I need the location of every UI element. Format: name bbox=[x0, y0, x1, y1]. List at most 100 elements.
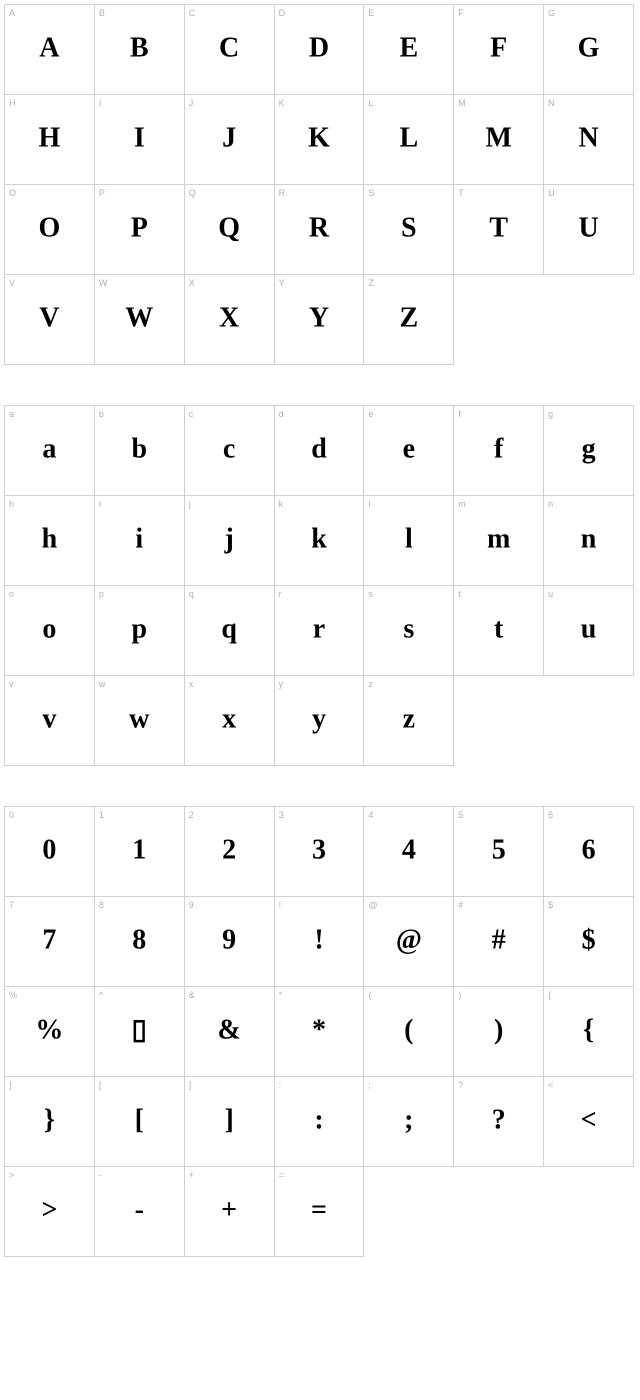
glyph-cell[interactable]: ^▯ bbox=[95, 987, 185, 1077]
glyph-character: N bbox=[578, 124, 598, 152]
glyph-cell[interactable]: hh bbox=[5, 496, 95, 586]
glyph-cell[interactable]: FF bbox=[454, 5, 544, 95]
glyph-cell[interactable]: pp bbox=[95, 586, 185, 676]
glyph-cell[interactable]: 55 bbox=[454, 807, 544, 897]
glyph-cell[interactable]: CC bbox=[185, 5, 275, 95]
glyph-cell[interactable]: bb bbox=[95, 406, 185, 496]
glyph-cell[interactable]: }} bbox=[5, 1077, 95, 1167]
glyph-cell[interactable]: ll bbox=[364, 496, 454, 586]
glyph-cell[interactable]: $$ bbox=[544, 897, 634, 987]
glyph-cell[interactable]: uu bbox=[544, 586, 634, 676]
glyph-cell[interactable]: mm bbox=[454, 496, 544, 586]
glyph-cell[interactable]: qq bbox=[185, 586, 275, 676]
glyph-cell[interactable]: 66 bbox=[544, 807, 634, 897]
glyph-cell[interactable]: TT bbox=[454, 185, 544, 275]
glyph-cell[interactable]: PP bbox=[95, 185, 185, 275]
glyph-cell[interactable]: vv bbox=[5, 676, 95, 766]
glyph-cell[interactable]: yy bbox=[275, 676, 365, 766]
glyph-cell[interactable]: << bbox=[544, 1077, 634, 1167]
glyph-cell[interactable]: xx bbox=[185, 676, 275, 766]
glyph-cell[interactable]: && bbox=[185, 987, 275, 1077]
glyph-cell[interactable]: 44 bbox=[364, 807, 454, 897]
glyph-cell[interactable]: gg bbox=[544, 406, 634, 496]
glyph-cell[interactable]: rr bbox=[275, 586, 365, 676]
glyph-cell[interactable]: OO bbox=[5, 185, 95, 275]
glyph-cell[interactable]: II bbox=[95, 95, 185, 185]
glyph-cell[interactable]: aa bbox=[5, 406, 95, 496]
glyph-label: j bbox=[189, 499, 191, 509]
glyph-cell[interactable]: cc bbox=[185, 406, 275, 496]
glyph-label: M bbox=[458, 98, 466, 108]
glyph-cell[interactable]: 88 bbox=[95, 897, 185, 987]
glyph-cell[interactable]: ** bbox=[275, 987, 365, 1077]
glyph-cell[interactable]: XX bbox=[185, 275, 275, 365]
glyph-cell[interactable]: )) bbox=[454, 987, 544, 1077]
glyph-cell[interactable]: EE bbox=[364, 5, 454, 95]
glyph-cell[interactable]: == bbox=[275, 1167, 365, 1257]
glyph-cell[interactable]: tt bbox=[454, 586, 544, 676]
glyph-character: R bbox=[309, 214, 329, 242]
glyph-cell[interactable]: ss bbox=[364, 586, 454, 676]
glyph-cell[interactable]: JJ bbox=[185, 95, 275, 185]
glyph-cell[interactable]: DD bbox=[275, 5, 365, 95]
glyph-cell[interactable]: AA bbox=[5, 5, 95, 95]
glyph-label: A bbox=[9, 8, 15, 18]
glyph-cell-empty bbox=[364, 1167, 454, 1257]
glyph-cell[interactable]: ii bbox=[95, 496, 185, 586]
glyph-cell[interactable]: NN bbox=[544, 95, 634, 185]
glyph-cell[interactable]: oo bbox=[5, 586, 95, 676]
glyph-cell[interactable]: 22 bbox=[185, 807, 275, 897]
glyph-cell[interactable]: ?? bbox=[454, 1077, 544, 1167]
glyph-cell[interactable]: %% bbox=[5, 987, 95, 1077]
glyph-label: E bbox=[368, 8, 374, 18]
glyph-cell[interactable]: kk bbox=[275, 496, 365, 586]
glyph-cell[interactable]: KK bbox=[275, 95, 365, 185]
glyph-label: u bbox=[548, 589, 553, 599]
glyph-label: r bbox=[279, 589, 282, 599]
glyph-cell[interactable]: dd bbox=[275, 406, 365, 496]
glyph-cell[interactable]: WW bbox=[95, 275, 185, 365]
glyph-cell[interactable]: 33 bbox=[275, 807, 365, 897]
glyph-cell[interactable]: nn bbox=[544, 496, 634, 586]
glyph-cell[interactable]: ]] bbox=[185, 1077, 275, 1167]
glyph-cell[interactable]: GG bbox=[544, 5, 634, 95]
glyph-label: e bbox=[368, 409, 373, 419]
glyph-cell[interactable]: 11 bbox=[95, 807, 185, 897]
glyph-cell[interactable]: BB bbox=[95, 5, 185, 95]
glyph-cell[interactable]: HH bbox=[5, 95, 95, 185]
glyph-cell[interactable]: RR bbox=[275, 185, 365, 275]
glyph-cell[interactable]: ++ bbox=[185, 1167, 275, 1257]
glyph-cell[interactable]: 00 bbox=[5, 807, 95, 897]
glyph-cell[interactable]: zz bbox=[364, 676, 454, 766]
glyph-cell[interactable]: ww bbox=[95, 676, 185, 766]
glyph-cell[interactable]: 77 bbox=[5, 897, 95, 987]
glyph-cell[interactable]: ee bbox=[364, 406, 454, 496]
glyph-cell[interactable]: LL bbox=[364, 95, 454, 185]
glyph-cell[interactable]: jj bbox=[185, 496, 275, 586]
glyph-label: Z bbox=[368, 278, 374, 288]
glyph-cell[interactable]: (( bbox=[364, 987, 454, 1077]
glyph-cell[interactable]: ZZ bbox=[364, 275, 454, 365]
glyph-cell[interactable]: :: bbox=[275, 1077, 365, 1167]
glyph-cell[interactable]: VV bbox=[5, 275, 95, 365]
glyph-section-uppercase: AABBCCDDEEFFGG HHIIJJKKLLMMNN OOPPQQRRSSTT… bbox=[4, 4, 636, 365]
glyph-cell[interactable]: SS bbox=[364, 185, 454, 275]
glyph-cell[interactable]: ## bbox=[454, 897, 544, 987]
glyph-character: = bbox=[311, 1196, 327, 1224]
glyph-cell[interactable]: [[ bbox=[95, 1077, 185, 1167]
glyph-cell[interactable]: YY bbox=[275, 275, 365, 365]
glyph-cell[interactable]: UU bbox=[544, 185, 634, 275]
glyph-grid: 00112233445566 778899!!@@##$$%%^▯&&**(())… bbox=[4, 806, 634, 1257]
glyph-label: P bbox=[99, 188, 105, 198]
glyph-cell[interactable]: ff bbox=[454, 406, 544, 496]
glyph-cell[interactable]: 99 bbox=[185, 897, 275, 987]
glyph-cell[interactable]: ;; bbox=[364, 1077, 454, 1167]
glyph-cell[interactable]: -- bbox=[95, 1167, 185, 1257]
glyph-cell[interactable]: >> bbox=[5, 1167, 95, 1257]
glyph-cell[interactable]: MM bbox=[454, 95, 544, 185]
glyph-cell[interactable]: @@ bbox=[364, 897, 454, 987]
glyph-cell[interactable]: QQ bbox=[185, 185, 275, 275]
glyph-character: < bbox=[581, 1106, 597, 1134]
glyph-cell[interactable]: {{ bbox=[544, 987, 634, 1077]
glyph-cell[interactable]: !! bbox=[275, 897, 365, 987]
